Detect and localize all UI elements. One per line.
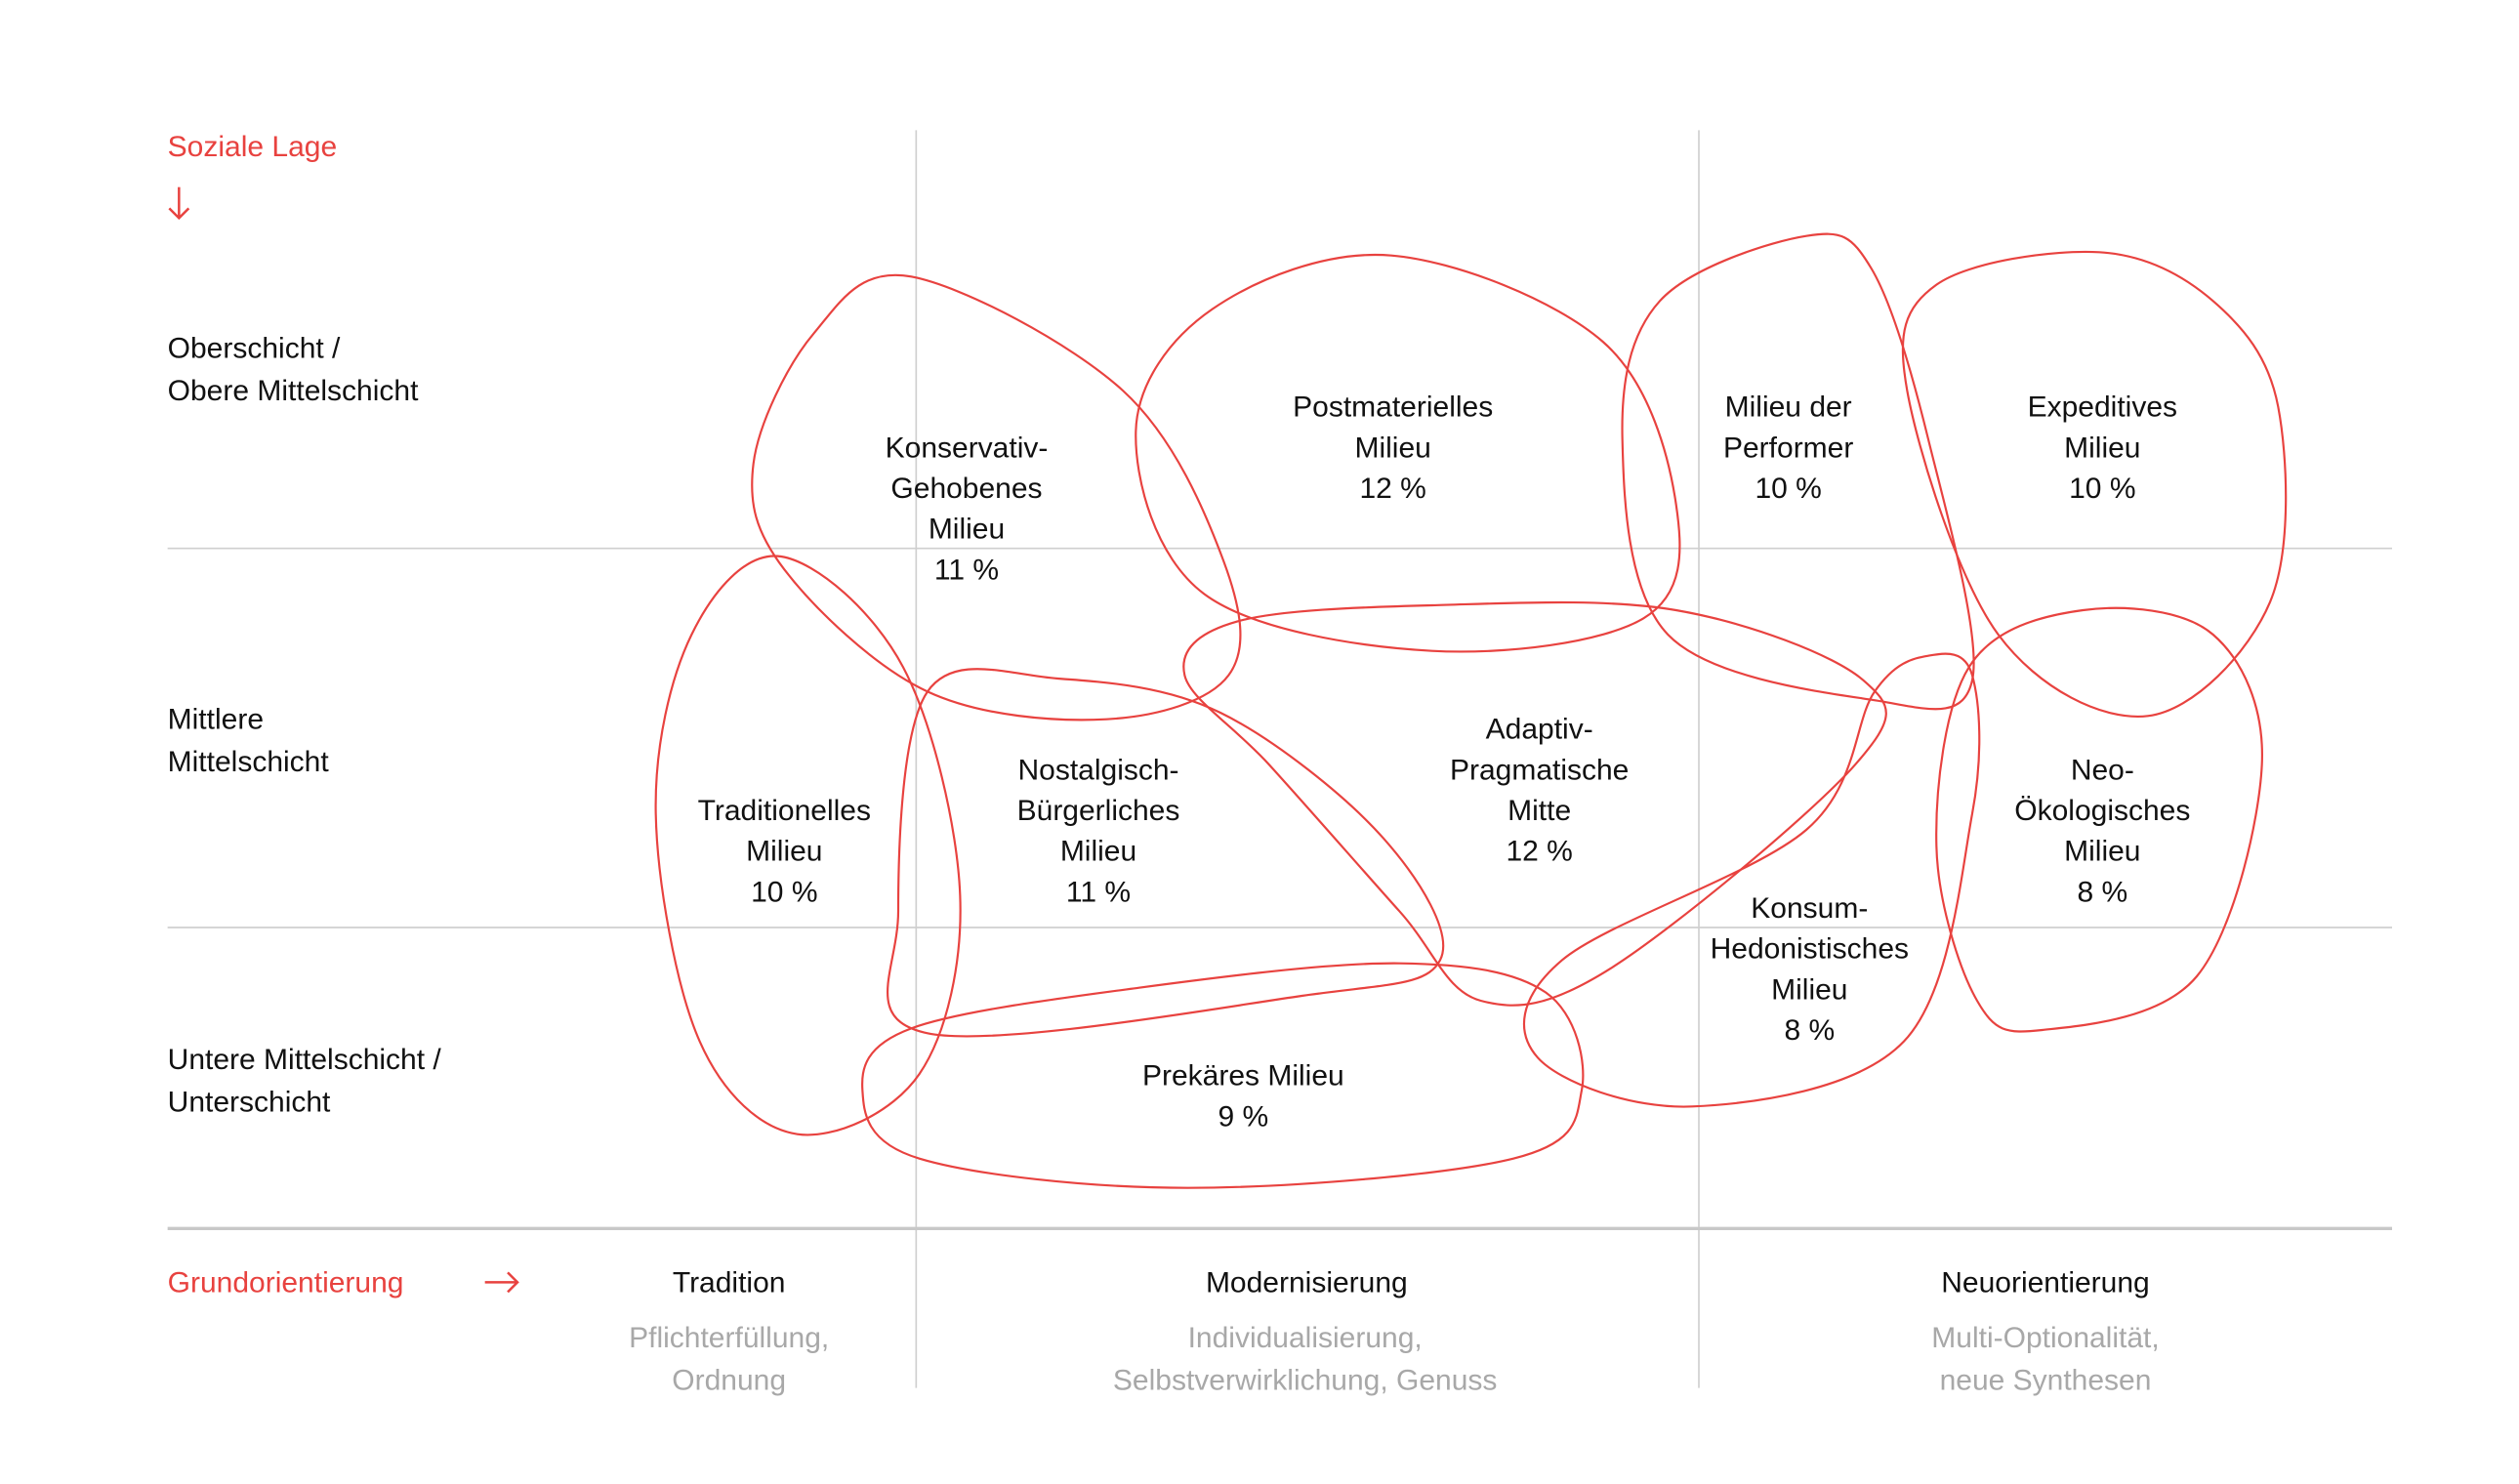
milieu-label-konsum-hedonistisches: Konsum- Hedonistisches Milieu 8 % [1711, 892, 1909, 1047]
milieu-name-line: Bürgerliches [1017, 795, 1180, 827]
milieu-name-line: Hedonistisches [1711, 933, 1909, 966]
milieu-label-adaptiv-pragmatische: Adaptiv- Pragmatische Mitte 12 % [1450, 714, 1629, 868]
milieu-outline-neo-oekologisches [1935, 606, 2263, 1033]
milieu-name-line: Nostalgisch- [1017, 754, 1178, 786]
milieu-name-line: Traditionelles [698, 795, 871, 827]
column-label: Modernisierung [1206, 1266, 1408, 1298]
milieu-name-line: Adaptiv- [1486, 714, 1593, 746]
milieu-share: 10 % [1755, 473, 1821, 505]
right-arrow-icon [484, 1271, 519, 1294]
x-axis-title: Grundorientierung [168, 1266, 404, 1298]
milieu-name-line: Konsum- [1751, 892, 1868, 925]
milieu-share: 10 % [2069, 473, 2135, 505]
milieu-name-line: Neo- [2071, 754, 2134, 786]
milieu-share: 12 % [1506, 836, 1572, 868]
column-label: Neuorientierung [1941, 1266, 2149, 1298]
milieu-label-nostalgisch-buergerliches: Nostalgisch- Bürgerliches Milieu 11 % [1017, 754, 1180, 908]
milieu-outline-performer [1621, 232, 1975, 711]
column-label: Tradition [673, 1266, 786, 1298]
milieu-name-line: Gehobenes [890, 473, 1042, 505]
milieu-share: 9 % [1218, 1100, 1268, 1133]
milieu-label-konservativ-gehobenes: Konservativ- Gehobenes Milieu 11 % [886, 432, 1049, 586]
milieu-outline-adaptiv-pragmatische [1182, 600, 1887, 1007]
milieu-name-line: Expeditives [2028, 392, 2177, 424]
milieu-name-line: Postmaterielles [1293, 392, 1493, 424]
milieu-shapes [654, 232, 2288, 1189]
milieu-label-performer: Milieu der Performer 10 % [1723, 392, 1853, 505]
milieu-name-line: Milieu [1060, 836, 1136, 868]
milieu-label-neo-oekologisches: Neo- Ökologisches Milieu 8 % [2014, 754, 2190, 908]
milieu-name-line: Konservativ- [886, 432, 1049, 464]
column-modernisierung: Modernisierung Individualisierung, Selbst… [1113, 1266, 1498, 1396]
down-arrow-icon [168, 186, 190, 221]
grid [167, 130, 2392, 1388]
milieu-name-line: Milieu [1771, 973, 1847, 1006]
milieu-name-line: Mitte [1507, 795, 1571, 827]
milieu-name-line: Milieu [2064, 836, 2140, 868]
column-subtext: Multi-Optionalität, neue Synthesen [1931, 1322, 2159, 1396]
column-subtext: Pflichterfüllung, Ordnung [629, 1322, 829, 1396]
y-level-upper: Oberschicht / Obere Mittelschicht [168, 333, 419, 407]
milieu-name-line: Prekäres Milieu [1142, 1060, 1344, 1092]
milieu-name-line: Milieu der [1725, 392, 1852, 424]
milieu-name-line: Performer [1723, 432, 1853, 464]
milieu-outline-traditionelles [654, 555, 962, 1136]
column-subtext: Individualisierung, Selbstverwirklichung,… [1113, 1322, 1498, 1396]
milieu-share: 8 % [1784, 1014, 1835, 1047]
milieu-share: 10 % [751, 876, 817, 908]
milieu-share: 12 % [1359, 473, 1425, 505]
milieu-label-expeditives: Expeditives Milieu 10 % [2028, 392, 2177, 505]
milieu-share: 8 % [2077, 876, 2127, 908]
milieu-name-line: Milieu [1354, 432, 1430, 464]
milieu-name-line: Ökologisches [2014, 795, 2190, 827]
column-tradition: Tradition Pflichterfüllung, Ordnung [629, 1266, 829, 1396]
milieu-name-line: Milieu [929, 514, 1005, 546]
milieu-outline-expeditives [1901, 250, 2288, 719]
milieu-label-prekaeres: Prekäres Milieu 9 % [1142, 1060, 1344, 1134]
milieu-share: 11 % [934, 554, 999, 586]
milieu-labels: Konservativ- Gehobenes Milieu 11 % Postmater… [698, 392, 2191, 1134]
y-level-middle: Mittlere Mittelschicht [168, 704, 330, 778]
milieu-name-line: Milieu [2064, 432, 2140, 464]
y-level-lower: Untere Mittelschicht / Unterschicht [168, 1044, 442, 1118]
milieu-outline-prekaeres [861, 962, 1585, 1189]
milieu-outline-konservativ-gehobenes [751, 273, 1242, 721]
milieu-outline-konsum-hedonistisches [1522, 652, 1981, 1108]
milieu-label-postmaterielles: Postmaterielles Milieu 12 % [1293, 392, 1493, 505]
column-neuorientierung: Neuorientierung Multi-Optionalität, neue … [1931, 1266, 2159, 1396]
milieu-share: 11 % [1066, 876, 1131, 908]
milieu-name-line: Milieu [746, 836, 822, 868]
milieu-label-traditionelles: Traditionelles Milieu 10 % [698, 795, 871, 908]
y-axis-title: Soziale Lage [168, 131, 337, 163]
milieu-name-line: Pragmatische [1450, 754, 1629, 786]
milieu-outline-nostalgisch-buergerliches [887, 668, 1445, 1038]
